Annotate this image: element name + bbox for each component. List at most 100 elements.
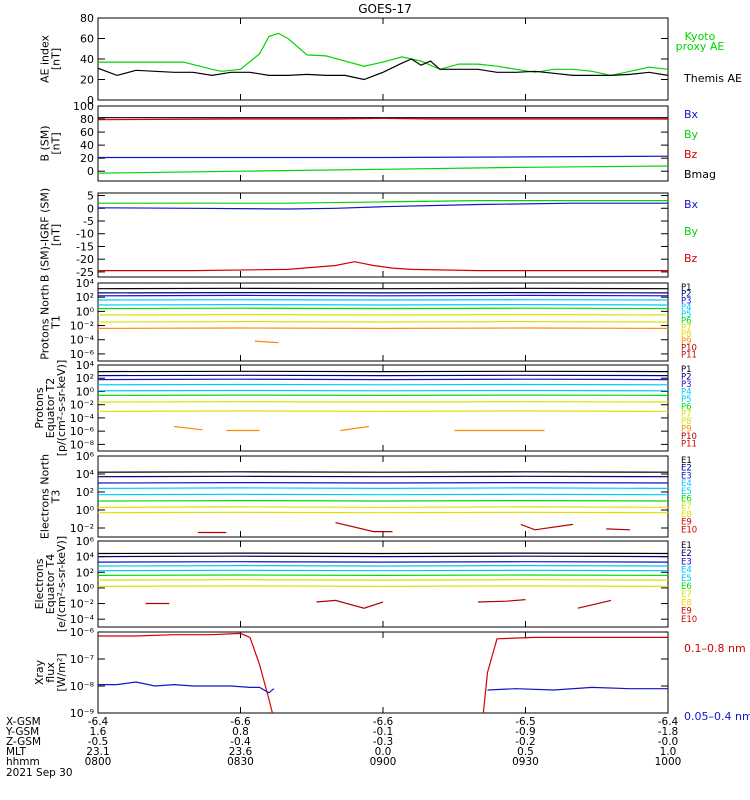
footer-value: -1.8 <box>658 726 679 738</box>
footer-date: 2021 Sep 30 <box>6 767 73 779</box>
legend-entry: Bz <box>684 252 698 265</box>
channel-legend: E5 <box>681 487 692 497</box>
channel-legend: E8 <box>681 510 692 520</box>
channel-legend: P7 <box>681 410 692 420</box>
y-tick-label: 10⁴ <box>76 551 95 564</box>
channel-legend: E5 <box>681 574 692 584</box>
channel-legend: P6 <box>681 402 692 412</box>
y-tick-label: -25 <box>76 266 94 279</box>
footer-value: 0800 <box>85 756 112 768</box>
y-axis-label-line: Electrons North <box>39 454 52 539</box>
channel-legend: E10 <box>681 615 697 625</box>
y-tick-label: 60 <box>80 33 94 46</box>
y-tick-label: 10⁴ <box>76 277 95 290</box>
channel-fragment <box>254 340 279 344</box>
y-tick-label: 10⁰ <box>76 582 95 595</box>
y-tick-label: 10⁻⁶ <box>70 626 95 639</box>
channel-fragment <box>335 522 393 533</box>
channel-fragment <box>316 599 384 609</box>
channel-fragment <box>340 425 369 432</box>
y-tick-label: -20 <box>76 253 94 266</box>
series-line <box>98 32 668 77</box>
y-tick-label: 0 <box>87 165 94 178</box>
ephemeris-footer: X-GSM -6.4 -6.6 -6.6 -6.5 -6.4 Y-GSM 1.6 0.8 -0.1… <box>5 716 681 779</box>
footer-value: 0830 <box>227 756 254 768</box>
y-tick-label: 0 <box>87 94 94 107</box>
y-tick-label: 100 <box>73 100 94 113</box>
channel-fragment <box>477 599 526 603</box>
footer-value: 0.5 <box>517 746 534 758</box>
y-tick-label: 40 <box>80 53 94 66</box>
y-tick-label: 10⁻⁴ <box>70 412 95 425</box>
channel-legend: E4 <box>681 479 692 489</box>
y-tick-label: 20 <box>80 74 94 87</box>
channel-legend: E2 <box>681 464 692 474</box>
plot-area <box>98 632 668 713</box>
y-tick-label: 10⁶ <box>76 535 95 548</box>
footer-row-label: X-GSM <box>6 716 41 728</box>
y-tick-label: 10⁻⁷ <box>70 653 94 666</box>
channel-legend: P11 <box>681 440 697 450</box>
y-axis-label-line: B (SM)-IGRF (SM) <box>39 188 52 282</box>
y-tick-label: 10⁻⁶ <box>70 348 95 361</box>
channel-legend: E1 <box>681 456 692 466</box>
y-tick-label: 10⁻⁸ <box>70 438 95 451</box>
series-line <box>98 261 668 272</box>
y-tick-label: 10⁰ <box>76 504 95 517</box>
legend-entry: Themis AE <box>683 72 742 85</box>
footer-row-label: Y-GSM <box>5 726 39 738</box>
legend-entry: Bx <box>684 108 699 121</box>
y-tick-label: 40 <box>80 139 94 152</box>
footer-value: -0.5 <box>88 736 109 748</box>
footer-value: 1000 <box>655 756 682 768</box>
channel-legend: E1 <box>681 541 692 551</box>
y-tick-label: 10⁻⁸ <box>70 680 95 693</box>
y-axis-label-line: [e/(cm²-s-sr-keV)] <box>55 536 68 632</box>
channel-fragment <box>606 528 631 531</box>
channel-legend: P5 <box>681 310 692 320</box>
y-tick-label: 10⁰ <box>76 385 95 398</box>
channel-fragment <box>173 425 203 431</box>
y-axis-label-line: Electrons <box>33 558 46 609</box>
footer-value: -0.2 <box>515 736 536 748</box>
channel-legend: E3 <box>681 471 692 481</box>
y-tick-label: 10² <box>76 566 94 579</box>
footer-value: 0930 <box>512 756 539 768</box>
y-tick-label: 80 <box>80 12 94 25</box>
channel-legend: E4 <box>681 566 692 576</box>
series-line <box>98 202 668 210</box>
footer-value: 0.8 <box>232 726 249 738</box>
footer-value: 1.6 <box>90 726 107 738</box>
legend-entry: By <box>684 225 699 238</box>
channel-legend: P3 <box>681 296 692 306</box>
footer-value: 23.6 <box>229 746 253 758</box>
y-axis-label: AE index[nT] <box>39 34 63 83</box>
footer-value: -6.4 <box>88 716 109 728</box>
channel-legend: P10 <box>681 344 697 354</box>
chart-title: GOES-17 <box>358 2 412 16</box>
plot-area <box>98 471 668 534</box>
legend-entry: 0.1–0.8 nm <box>684 642 746 655</box>
channel-legend: P11 <box>681 350 697 360</box>
y-axis-label-line: Protons North <box>39 284 52 359</box>
y-tick-label: 10² <box>76 486 94 499</box>
footer-value: -6.4 <box>658 716 679 728</box>
channel-legend: E7 <box>681 502 692 512</box>
y-axis-label-line: Equator T4 <box>44 554 57 614</box>
y-axis-label-line: [W/m²] <box>55 653 68 691</box>
legend-entry: Bx <box>684 198 699 211</box>
y-tick-label: 20 <box>80 152 94 165</box>
channel-legend: E9 <box>681 607 692 617</box>
y-tick-label: 10² <box>76 291 94 304</box>
y-axis-label-line: Xray <box>33 659 46 685</box>
y-tick-label: 10⁻⁹ <box>70 707 94 720</box>
footer-value: -0.4 <box>230 736 251 748</box>
panel-frame <box>97 192 669 278</box>
plot-area <box>98 552 668 609</box>
